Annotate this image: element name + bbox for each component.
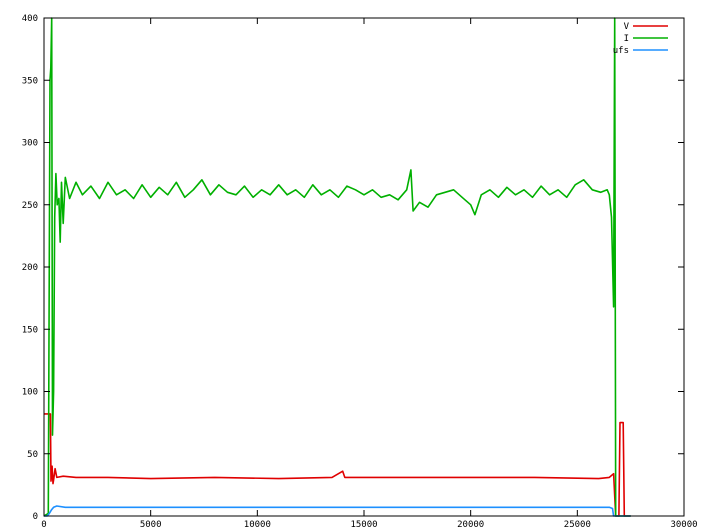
x-tick-label: 15000 — [350, 520, 377, 530]
plot-frame — [43, 17, 685, 517]
legend-label: V — [624, 22, 630, 32]
x-tick-label: 5000 — [140, 520, 162, 530]
legend-label: ufs — [613, 46, 629, 56]
x-tick-label: 25000 — [564, 520, 591, 530]
plot-lines — [43, 17, 631, 517]
x-tick-label: 10000 — [244, 520, 271, 530]
y-tick-label: 300 — [22, 139, 38, 149]
legend-label: I — [624, 34, 629, 44]
series-line-ufs — [44, 505, 631, 517]
y-tick-label: 150 — [22, 325, 38, 335]
x-tick-label: 0 — [41, 520, 46, 530]
x-tick-label: 20000 — [457, 520, 484, 530]
y-tick-label: 400 — [22, 14, 38, 24]
y-tick-label: 100 — [22, 388, 38, 398]
series-line-V — [44, 413, 631, 517]
axis-ticks: 0 5000 10000 15000 20000 25000 30000 0 50 100 150 2… — [22, 14, 698, 530]
y-tick-label: 250 — [22, 201, 38, 211]
y-tick-label: 50 — [27, 450, 38, 460]
y-tick-label: 350 — [22, 76, 38, 86]
x-tick-label: 30000 — [670, 520, 697, 530]
y-tick-label: 0 — [33, 512, 38, 522]
series-line-I — [43, 17, 631, 517]
y-tick-label: 200 — [22, 263, 38, 273]
